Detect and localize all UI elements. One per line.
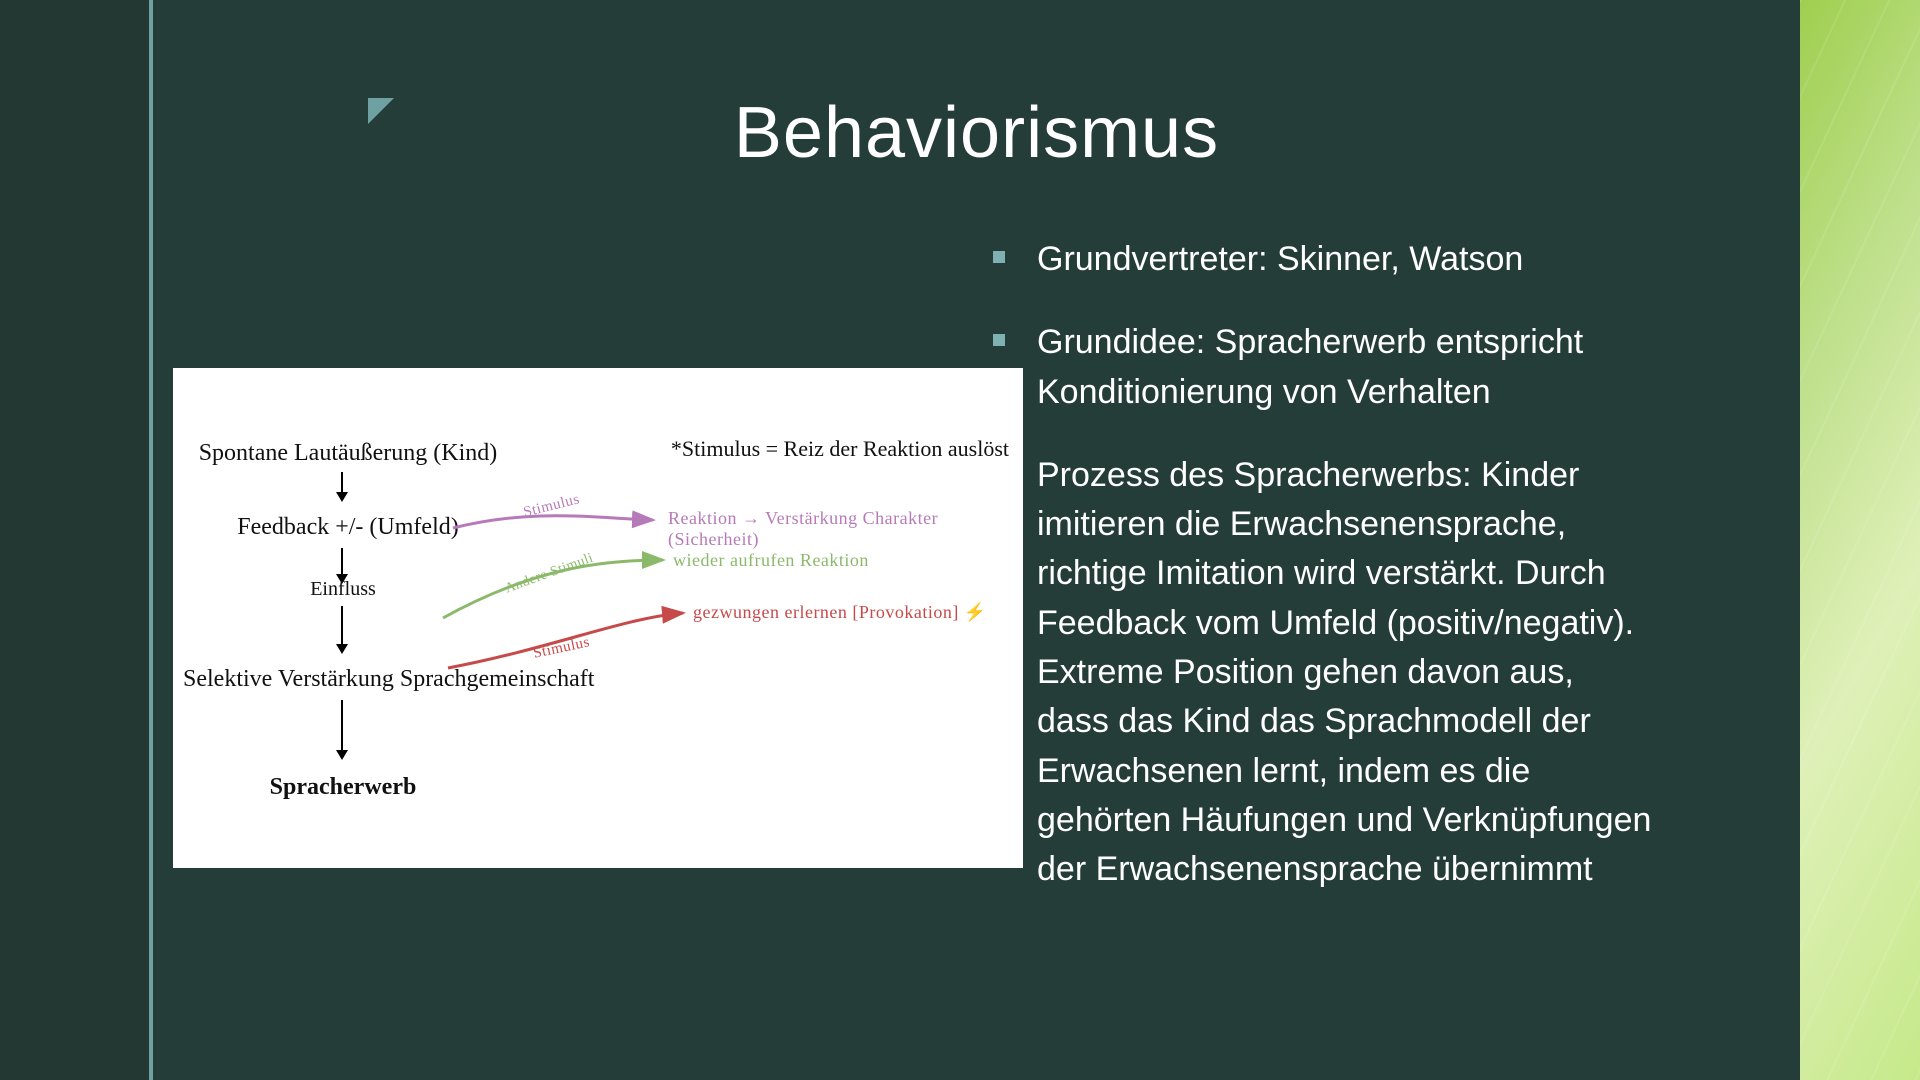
flow-node: Spontane Lautäußerung (Kind) bbox=[199, 440, 498, 467]
annotation-text: wieder aufrufen Reaktion bbox=[673, 550, 869, 571]
flow-node: Feedback +/- (Umfeld) bbox=[237, 514, 458, 541]
flow-node: Spracherwerb bbox=[270, 774, 417, 801]
flow-node: Einfluss bbox=[310, 578, 376, 601]
diagram-panel: Spontane Lautäußerung (Kind) Feedback +/… bbox=[173, 368, 1023, 868]
annotation-text: Reaktion → Verstärkung Charakter (Sicher… bbox=[668, 508, 1023, 550]
curve-label: Andere Stimuli bbox=[503, 551, 596, 598]
slide-title: Behaviorismus bbox=[153, 92, 1800, 174]
curve-label: Stimulus bbox=[522, 491, 582, 521]
arrow-down-icon bbox=[341, 472, 343, 500]
arrow-down-icon bbox=[341, 548, 343, 582]
bullet-list: Grundvertreter: Skinner, Watson Grundide… bbox=[993, 235, 1653, 929]
flow-node: Selektive Verstärkung Sprachgemeinschaft bbox=[183, 666, 594, 693]
slide-body: Behaviorismus Grundvertreter: Skinner, W… bbox=[153, 0, 1800, 1080]
annotation-text: gezwungen erlernen [Provokation] ⚡ bbox=[693, 602, 987, 623]
bullet-item: Prozess des Spracherwerbs: Kinder imitie… bbox=[993, 451, 1653, 895]
bullet-item: Grundvertreter: Skinner, Watson bbox=[993, 235, 1653, 284]
flow-definition: *Stimulus = Reiz der Reaktion auslöst bbox=[671, 436, 1009, 462]
curve-label: Stimulus bbox=[532, 634, 592, 663]
arrow-down-icon bbox=[341, 700, 343, 758]
slide: Behaviorismus Grundvertreter: Skinner, W… bbox=[0, 0, 1920, 1080]
left-gutter bbox=[0, 0, 153, 1080]
bullet-item: Grundidee: Spracherwerb entspricht Kondi… bbox=[993, 318, 1653, 417]
arrow-down-icon bbox=[341, 606, 343, 652]
right-accent-strip bbox=[1800, 0, 1920, 1080]
